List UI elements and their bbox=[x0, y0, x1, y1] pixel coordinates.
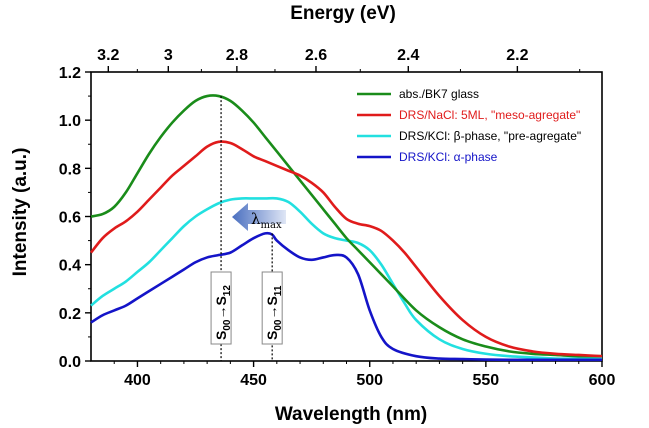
y-tick-label: 0.0 bbox=[59, 354, 81, 371]
lambda-max-label: λmax bbox=[251, 210, 282, 231]
lambda-max-annotation: λmax bbox=[232, 203, 286, 231]
top-tick-label: 2.2 bbox=[506, 47, 528, 64]
x-tick-label: 450 bbox=[240, 372, 267, 389]
transition-markers: S00→S12 S00→S11 bbox=[210, 96, 284, 361]
legend-label: DRS/KCl: β-phase, "pre-agregate" bbox=[399, 129, 581, 143]
top-tick-label: 2.8 bbox=[226, 47, 248, 64]
top-tick-label: 2.6 bbox=[305, 47, 327, 64]
y-tick-label: 1.2 bbox=[59, 65, 81, 82]
transition-box-frame bbox=[261, 271, 283, 345]
arrow-icon bbox=[232, 203, 286, 231]
y-tick-label: 0.8 bbox=[59, 161, 81, 178]
axis-ticks: 400 450 500 550 600 0.0 0.2 0.4 0.6 0.8 1.0 1.2 3.2 3… bbox=[59, 47, 616, 389]
top-tick-label: 2.4 bbox=[397, 47, 419, 64]
x-tick-label: 400 bbox=[124, 372, 151, 389]
transition-label-box: S00→S11 bbox=[261, 271, 284, 345]
legend-label: DRS/KCl: α-phase bbox=[399, 150, 498, 164]
series-line-3 bbox=[90, 196, 602, 360]
transition-box-frame bbox=[210, 271, 232, 345]
series-line-4 bbox=[90, 231, 602, 362]
x-tick-label: 550 bbox=[473, 372, 500, 389]
series-line-2 bbox=[89, 140, 603, 358]
x-tick-label: 500 bbox=[356, 372, 383, 389]
y-tick-label: 0.6 bbox=[59, 210, 81, 227]
transition-label-text: S00→S12 bbox=[213, 285, 233, 340]
top-tick-label: 3.2 bbox=[97, 47, 119, 64]
transition-label-text: S00→S11 bbox=[264, 285, 284, 340]
y-axis-title: Intensity (a.u.) bbox=[10, 148, 31, 277]
top-tick-label: 3 bbox=[164, 47, 173, 64]
y-tick-label: 0.4 bbox=[59, 258, 81, 275]
y-tick-label: 1.0 bbox=[59, 113, 81, 130]
legend: abs./BK7 glass DRS/NaCl: 5ML, "meso-agreg… bbox=[357, 87, 581, 164]
x-tick-label: 600 bbox=[589, 372, 616, 389]
series-group bbox=[89, 94, 603, 362]
legend-label: abs./BK7 glass bbox=[399, 87, 479, 101]
legend-label: DRS/NaCl: 5ML, "meso-agregate" bbox=[399, 108, 580, 122]
y-tick-label: 0.2 bbox=[59, 306, 81, 323]
top-axis-title: Energy (eV) bbox=[290, 3, 396, 24]
transition-label-box: S00→S12 bbox=[210, 271, 233, 345]
x-axis-title: Wavelength (nm) bbox=[275, 404, 427, 425]
